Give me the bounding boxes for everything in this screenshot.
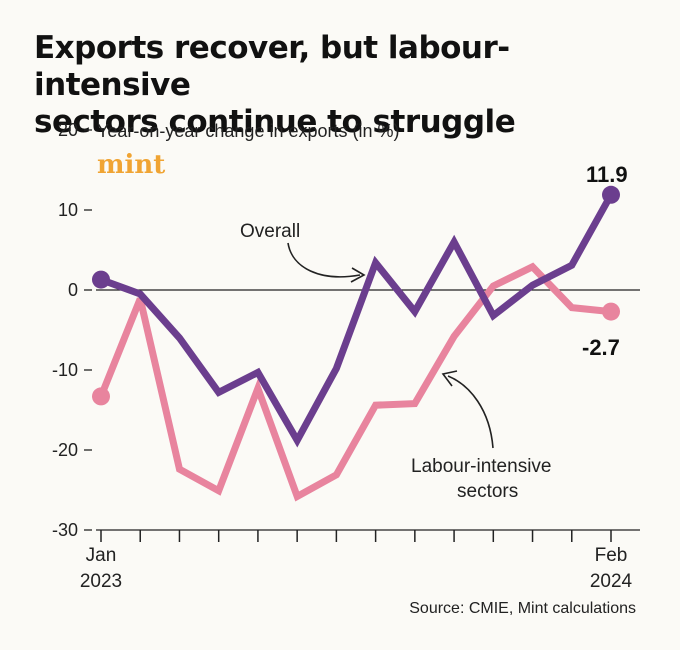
overall-annotation-arrow — [287, 242, 361, 278]
y-tick-label: -30 — [52, 520, 78, 540]
x-axis-ticks — [100, 530, 612, 542]
y-tick-label: -20 — [52, 440, 78, 460]
series-layer — [92, 185, 620, 502]
y-tick-label: 20 — [58, 120, 78, 140]
overall-end-value-label: 11.9 — [586, 162, 628, 187]
chart-title: Exports recover, but labour-intensive se… — [34, 30, 654, 141]
overall-start-point — [92, 270, 110, 289]
x-tick-label-first: 2023 — [80, 571, 122, 592]
labour-annotation-arrow — [447, 375, 494, 449]
y-tick-label: 10 — [58, 200, 78, 220]
overall-series-line — [99, 193, 615, 448]
labour-intensive-end-point — [602, 302, 620, 321]
overall-arrowhead-icon — [350, 267, 366, 283]
overall-end-point — [602, 185, 620, 204]
y-tick-label: 0 — [68, 280, 78, 300]
source-note: Source: CMIE, Mint calculations — [409, 600, 636, 617]
y-axis-label: Year-on-year change in exports (in %) — [97, 121, 400, 141]
chart-title-line-1: Exports recover, but labour-intensive — [34, 30, 510, 103]
labour-arrowhead-icon — [441, 370, 458, 387]
y-axis: 20 10 0 -10 -20 -30 — [52, 120, 92, 540]
x-tick-label-first: Jan — [86, 545, 117, 566]
labour-series-label-line-2: sectors — [457, 481, 518, 502]
labour-intensive-start-point — [92, 387, 110, 406]
labour-end-value-label: -2.7 — [582, 335, 620, 360]
mint-logo: mint — [97, 150, 165, 180]
y-tick-label: -10 — [52, 360, 78, 380]
x-tick-label-last: 2024 — [590, 571, 633, 592]
x-tick-label-last: Feb — [595, 545, 628, 566]
labour-series-label-line-1: Labour-intensive — [411, 456, 551, 477]
overall-series-label: Overall — [240, 221, 300, 242]
x-axis-labels: Jan 2023 Feb 2024 — [80, 545, 633, 592]
labour-intensive-series-line — [97, 262, 612, 502]
chart-title-line-2: sectors continue to struggle — [34, 104, 516, 140]
